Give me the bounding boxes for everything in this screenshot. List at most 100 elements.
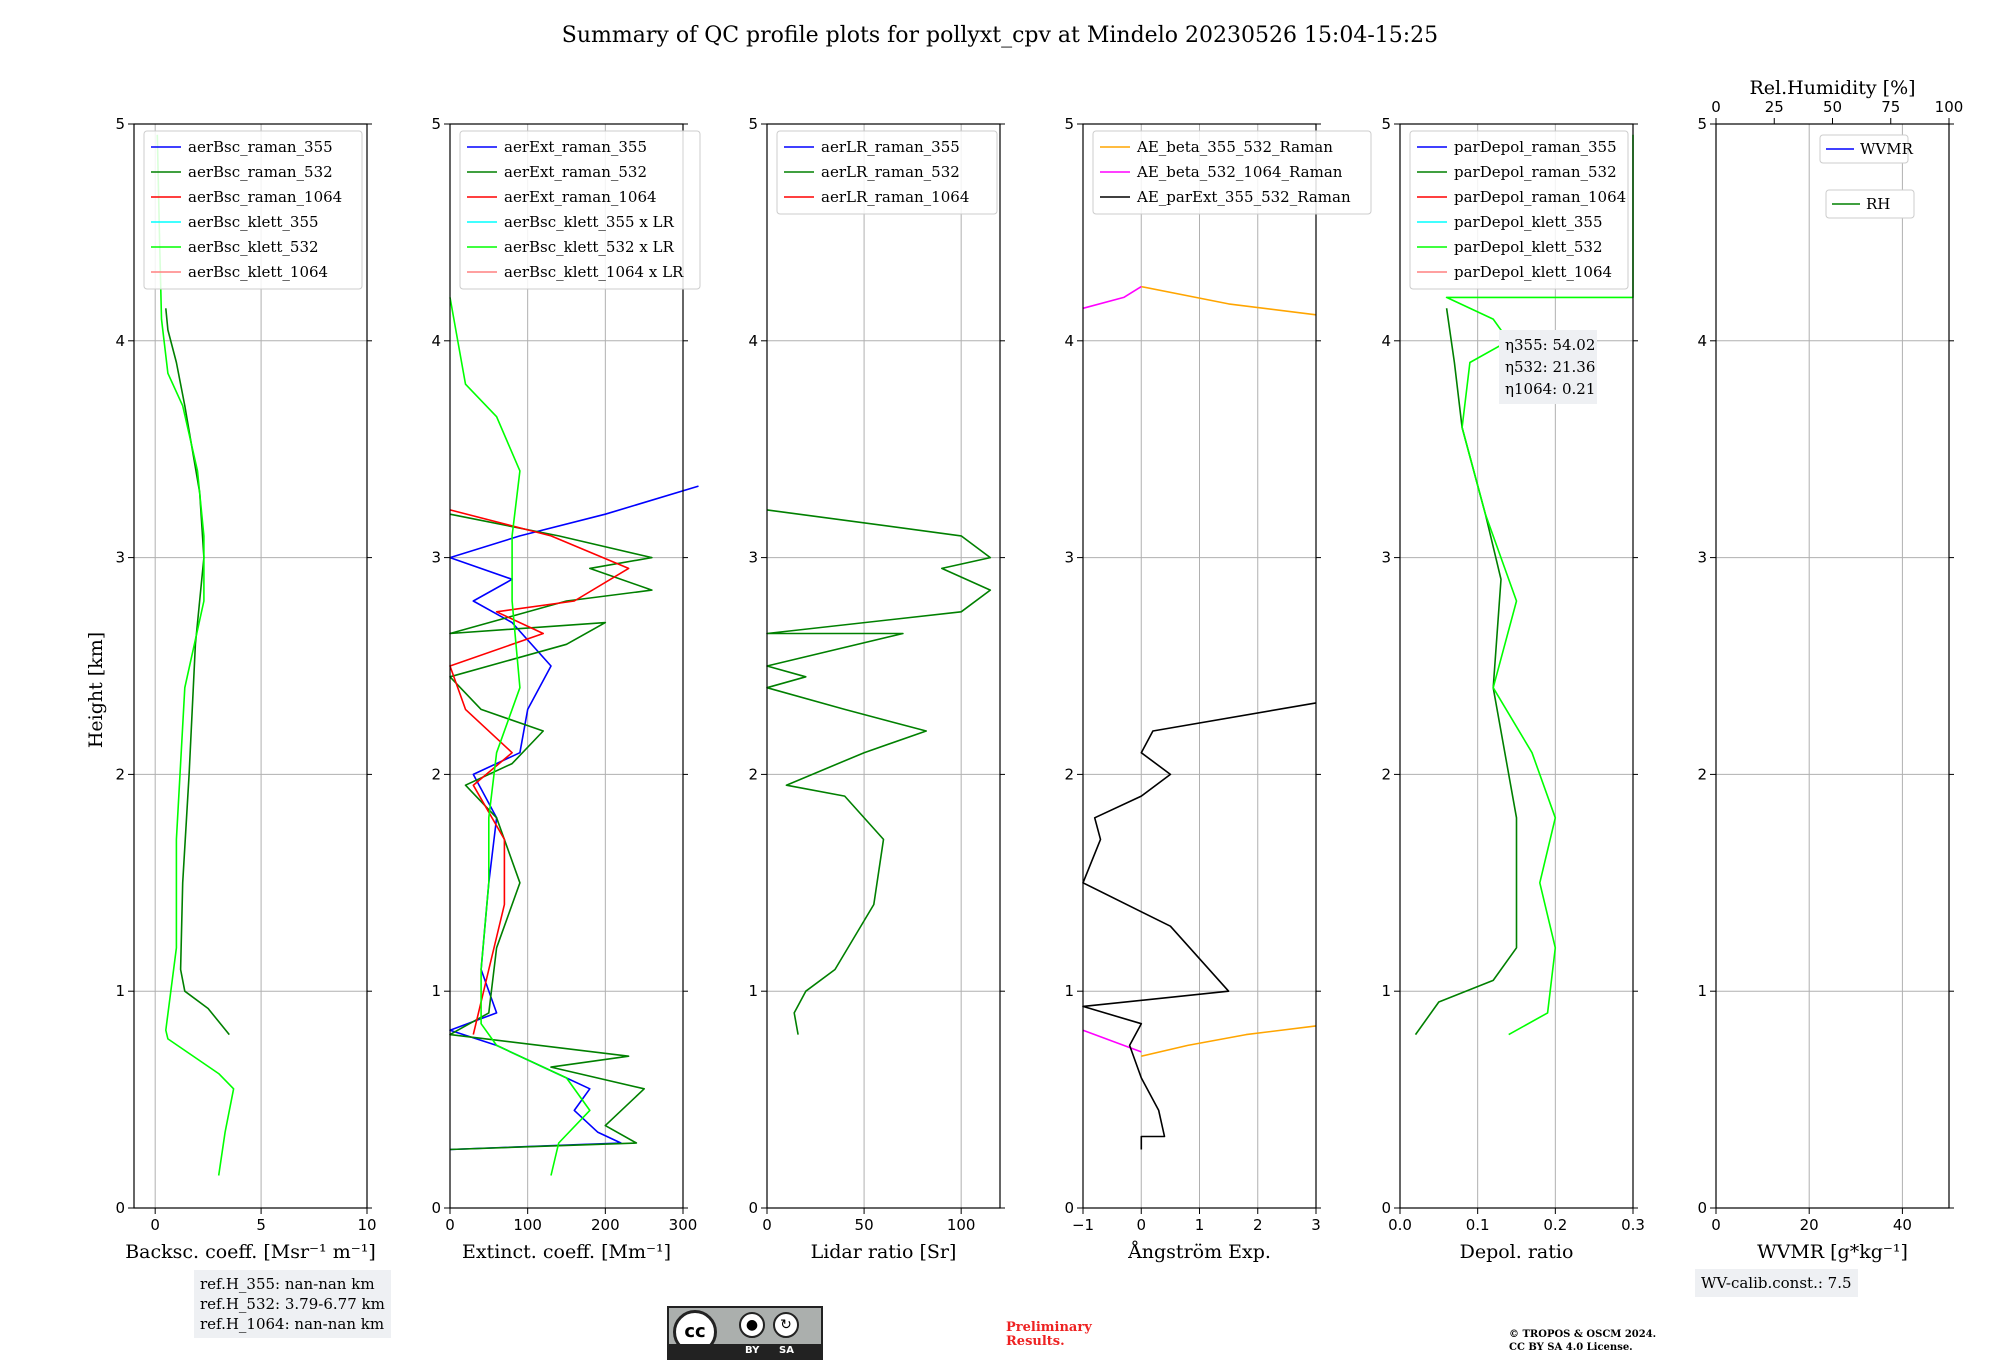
x-tick-label: 0 [762, 1216, 772, 1234]
y-tick-label: 4 [748, 332, 758, 350]
series-line-aerext-raman-532 [449, 513, 653, 1151]
x-tick-label: 0.1 [1466, 1216, 1490, 1234]
y-tick-label: 1 [115, 982, 125, 1000]
top-x-tick-label: 100 [1935, 98, 1964, 116]
legend-entry: AE_beta_355_532_Raman [1136, 138, 1333, 156]
legend-entry: aerLR_raman_355 [821, 138, 960, 156]
wv-calib-constant: WV-calib.const.: 7.5 [1701, 1274, 1852, 1292]
cc-strip: BY SA [669, 1344, 821, 1358]
legend-entry: AE_parExt_355_532_Raman [1136, 188, 1351, 206]
series-line-aerbsc-klett-532-x-lr [449, 297, 591, 1176]
y-tick-label: 1 [1697, 982, 1707, 1000]
cc-by-label: BY [745, 1345, 760, 1356]
y-tick-label: 5 [1697, 115, 1707, 133]
legend-entry: parDepol_raman_355 [1454, 138, 1617, 156]
series-line-ae-beta-355-532-raman [1141, 1025, 1317, 1057]
x-tick-label: 0 [445, 1216, 455, 1234]
x-tick-label: 40 [1893, 1216, 1912, 1234]
panel-bsc: 0 5 10 0 1 2 3 4 5 Backsc. coeff. [Msr⁻¹ m⁻¹] aerB… [115, 115, 376, 1263]
ref-height-1064: ref.H_1064: nan-nan km [200, 1315, 385, 1333]
y-tick-label: 3 [1697, 549, 1707, 567]
legend: WVMR RH [1819, 134, 1915, 219]
y-tick-label: 0 [431, 1199, 441, 1217]
x-tick-label: 0.3 [1621, 1216, 1645, 1234]
annotation-text: η1064: 0.21 [1505, 380, 1595, 398]
legend-entry: aerBsc_klett_355 [188, 213, 319, 231]
legend-entry: parDepol_klett_532 [1454, 238, 1603, 256]
annotation-text: η532: 21.36 [1505, 358, 1595, 376]
axes-frame [449, 123, 684, 1209]
legend-box [459, 130, 701, 290]
person-icon: ● [739, 1312, 765, 1338]
legend: aerBsc_raman_355 aerBsc_raman_532 aerBsc_r… [143, 130, 363, 290]
x-axis-label: Backsc. coeff. [Msr⁻¹ m⁻¹] [125, 1241, 376, 1263]
preliminary-note: Preliminary Results. [1006, 1320, 1092, 1349]
x-tick-label: 0 [150, 1216, 160, 1234]
y-tick-label: 3 [748, 549, 758, 567]
annotation-text: η355: 54.02 [1505, 336, 1595, 354]
legend: aerExt_raman_355 aerExt_raman_532 aerExt_r… [459, 130, 701, 290]
share-alike-icon: ↻ [773, 1312, 799, 1338]
x-tick-label: 100 [947, 1216, 976, 1234]
x-axis-label: Depol. ratio [1460, 1241, 1574, 1263]
ref-height-box: ref.H_355: nan-nan km ref.H_532: 3.79-6.… [194, 1270, 391, 1338]
y-tick-label: 3 [115, 549, 125, 567]
legend-box [1092, 130, 1372, 215]
x-tick-label: 200 [591, 1216, 620, 1234]
y-tick-label: 4 [1381, 332, 1391, 350]
legend-entry: aerExt_raman_1064 [504, 188, 657, 206]
legend-entry: aerLR_raman_532 [821, 163, 960, 181]
x-tick-label: 0.2 [1543, 1216, 1567, 1234]
series-line-aerext-raman-1064 [449, 509, 630, 1035]
legend-box [1409, 130, 1629, 290]
y-tick-label: 0 [1697, 1199, 1707, 1217]
x-axis-label: Ångström Exp. [1127, 1241, 1271, 1263]
y-tick-label: 0 [115, 1199, 125, 1217]
y-axis-label: Height [km] [85, 632, 107, 748]
top-x-tick-label: 0 [1711, 98, 1721, 116]
y-tick-label: 5 [1064, 115, 1074, 133]
axes-frame [1715, 123, 1950, 1209]
legend-entry: aerBsc_klett_532 x LR [504, 238, 675, 256]
y-tick-label: 1 [1381, 982, 1391, 1000]
axes-frame [766, 123, 1001, 1209]
y-tick-label: 0 [1381, 1199, 1391, 1217]
series-line-pardepol-raman-532 [1414, 308, 1518, 1036]
legend-entry: WVMR [1860, 140, 1914, 158]
x-tick-label: 100 [513, 1216, 542, 1234]
legend-entry: parDepol_klett_355 [1454, 213, 1603, 231]
legend-entry: aerLR_raman_1064 [821, 188, 969, 206]
x-tick-label: 2 [1253, 1216, 1263, 1234]
wv-calib-box: WV-calib.const.: 7.5 [1695, 1269, 1858, 1297]
legend: AE_beta_355_532_Raman AE_beta_532_1064_Ra… [1092, 130, 1372, 215]
y-tick-label: 1 [431, 982, 441, 1000]
panel-wv: 0 20 40 0 1 2 3 4 5 WVMR [g*kg⁻¹] 0 25 50 75 100 Rel.Hu… [1697, 77, 1963, 1263]
y-tick-label: 4 [431, 332, 441, 350]
cc-sa-label: SA [779, 1345, 794, 1356]
x-tick-label: 300 [669, 1216, 698, 1234]
x-tick-label: 0 [1711, 1216, 1721, 1234]
x-tick-label: 20 [1800, 1216, 1819, 1234]
copyright-note: © TROPOS & OSCM 2024. CC BY SA 4.0 Licen… [1509, 1329, 1657, 1353]
panel-depol: 0.0 0.1 0.2 0.3 0 1 2 3 4 5 Depol. ratio parDepol_r… [1381, 115, 1644, 1263]
x-tick-label: 50 [855, 1216, 874, 1234]
x-tick-label: 0.0 [1388, 1216, 1412, 1234]
x-axis-label: Lidar ratio [Sr] [811, 1241, 957, 1263]
legend-entry: parDepol_raman_532 [1454, 163, 1617, 181]
legend-entry: parDepol_klett_1064 [1454, 263, 1612, 281]
legend-entry: aerBsc_raman_532 [188, 163, 333, 181]
series-line-ae-beta-532-1064-raman [1082, 1029, 1142, 1053]
panel-ext: 0 100 200 300 0 1 2 3 4 5 Extinct. coeff. [Mm⁻¹] ae… [431, 115, 701, 1263]
ref-height-532: ref.H_532: 3.79-6.77 km [200, 1295, 385, 1313]
legend: parDepol_raman_355 parDepol_raman_532 parD… [1409, 130, 1629, 290]
series-line-aerlr-raman-532 [766, 509, 992, 1035]
y-tick-label: 2 [115, 765, 125, 783]
y-tick-label: 5 [431, 115, 441, 133]
x-axis-label: WVMR [g*kg⁻¹] [1757, 1241, 1908, 1263]
x-tick-label: 3 [1311, 1216, 1321, 1234]
legend-entry: aerBsc_klett_532 [188, 238, 319, 256]
y-tick-label: 4 [1064, 332, 1074, 350]
series-line-pardepol-klett-532 [1445, 134, 1634, 1036]
y-tick-label: 3 [431, 549, 441, 567]
